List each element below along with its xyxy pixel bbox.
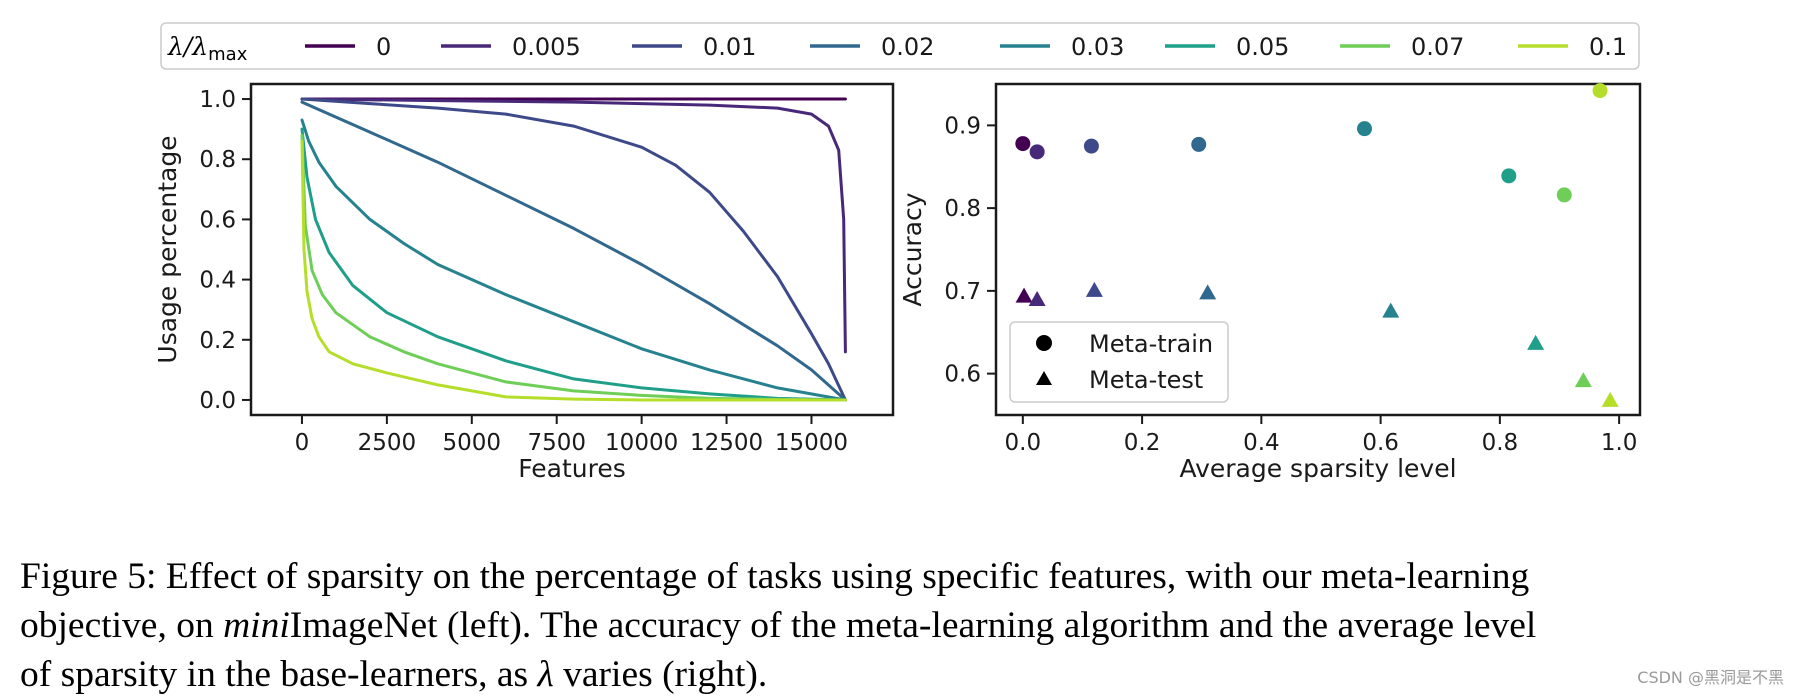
caption-line-2: objective, on miniImageNet (left). The a…	[20, 605, 1537, 646]
legend-meta-train: Meta-train	[1089, 330, 1213, 358]
caption-lambda: λ	[537, 654, 554, 695]
meta-train-point-3	[1191, 136, 1207, 152]
r-ytick-label-0: 0.6	[944, 362, 981, 388]
l-ytick-label-0: 0.0	[199, 388, 236, 414]
right-x-axis-label: Average sparsity level	[1179, 454, 1456, 483]
meta-train-point-1	[1029, 144, 1045, 160]
l-ytick-label-1: 0.2	[199, 328, 236, 354]
r-xtick-label-2: 0.4	[1243, 430, 1280, 456]
figure-caption: Figure 5: Effect of sparsity on the perc…	[20, 552, 1780, 699]
l-xtick-label-2: 5000	[443, 430, 502, 456]
usage-line-7	[300, 139, 847, 402]
l-xtick-label-5: 12500	[690, 430, 763, 456]
r-ytick-label-3: 0.9	[944, 113, 981, 139]
l-xtick-label-6: 15000	[775, 430, 848, 456]
meta-test-point-2	[1085, 281, 1103, 297]
meta-train-point-6	[1556, 187, 1572, 203]
meta-train-point-4	[1357, 121, 1373, 137]
l-xtick-label-1: 2500	[358, 430, 417, 456]
usage-line-2	[300, 97, 847, 402]
usage-line-6	[300, 133, 847, 402]
l-xtick-label-0: 0	[295, 430, 310, 456]
l-ytick-label-4: 0.8	[199, 147, 236, 173]
l-xtick-label-4: 10000	[605, 430, 678, 456]
meta-test-point-3	[1199, 284, 1217, 300]
r-ytick-label-2: 0.8	[944, 196, 981, 222]
legend-label-6: 0.07	[1411, 33, 1464, 61]
r-xtick-label-5: 1.0	[1601, 430, 1638, 456]
usage-line-1	[300, 97, 847, 354]
l-ytick-label-3: 0.6	[199, 207, 236, 233]
caption-italic-mini: mini	[223, 605, 290, 646]
legend: λ/λmax 0 0.005 0.01 0.02 0.03 0.05 0.07 0.1	[160, 22, 1640, 70]
right-y-axis-label: Accuracy	[898, 192, 927, 306]
legend-circle-marker	[1036, 335, 1052, 351]
meta-test-point-1	[1028, 290, 1046, 306]
caption-line-3: of sparsity in the base-learners, as λ v…	[20, 654, 768, 695]
legend-triangle-marker	[1036, 371, 1052, 385]
r-xtick-label-1: 0.2	[1124, 430, 1161, 456]
l-ytick-label-2: 0.4	[199, 268, 236, 294]
usage-line-5	[300, 127, 847, 402]
legend-title: λ/λmax	[167, 32, 248, 65]
left-y-axis-label: Usage percentage	[153, 135, 182, 363]
meta-test-point-6	[1574, 372, 1592, 388]
right-chart: 0.0 0.2 0.4 0.6 0.8 1.0 0.6 0.7 0.8 0.9 Average s…	[898, 82, 1642, 483]
usage-line-4	[300, 118, 847, 402]
l-xtick-label-3: 7500	[527, 430, 586, 456]
meta-train-point-2	[1083, 138, 1099, 154]
usage-line-3	[300, 100, 847, 402]
meta-train-point-7	[1592, 83, 1608, 99]
watermark: CSDN @黑洞是不黑	[1637, 668, 1784, 687]
meta-test-point-7	[1601, 391, 1619, 407]
legend-label-2: 0.01	[703, 33, 756, 61]
left-chart: 0 2500 5000 7500 10000 12500 15000 0.0 0.2 0.4 0.6…	[153, 82, 895, 483]
legend-label-5: 0.05	[1236, 33, 1289, 61]
l-ytick-label-5: 1.0	[199, 87, 236, 113]
legend-label-0: 0	[376, 33, 391, 61]
r-xtick-label-3: 0.6	[1362, 430, 1399, 456]
r-xtick-label-0: 0.0	[1005, 430, 1042, 456]
legend-label-7: 0.1	[1589, 33, 1627, 61]
r-xtick-label-4: 0.8	[1482, 430, 1519, 456]
r-ytick-label-1: 0.7	[944, 279, 981, 305]
legend-label-1: 0.005	[512, 33, 581, 61]
legend-label-3: 0.02	[881, 33, 934, 61]
caption-line-1: Figure 5: Effect of sparsity on the perc…	[20, 556, 1530, 597]
meta-test-point-0	[1015, 287, 1033, 303]
legend-label-4: 0.03	[1071, 33, 1124, 61]
legend-meta-test: Meta-test	[1089, 366, 1203, 394]
meta-test-point-5	[1527, 334, 1545, 350]
figure: λ/λmax 0 0.005 0.01 0.02 0.03 0.05 0.07 0.1 0 25…	[153, 22, 1642, 483]
left-x-axis-label: Features	[518, 454, 626, 483]
meta-train-point-0	[1015, 136, 1031, 152]
meta-train-point-5	[1501, 168, 1517, 184]
marker-legend: Meta-train Meta-test	[1009, 321, 1229, 403]
meta-test-point-4	[1382, 302, 1400, 318]
